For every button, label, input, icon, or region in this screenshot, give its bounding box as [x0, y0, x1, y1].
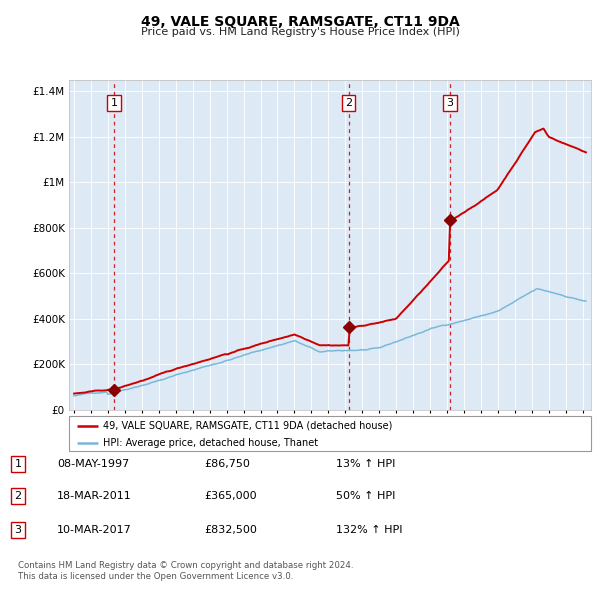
Text: £86,750: £86,750 — [204, 459, 250, 468]
Text: 1: 1 — [14, 459, 22, 468]
Text: £832,500: £832,500 — [204, 525, 257, 535]
Text: Contains HM Land Registry data © Crown copyright and database right 2024.
This d: Contains HM Land Registry data © Crown c… — [18, 560, 353, 581]
Text: 49, VALE SQUARE, RAMSGATE, CT11 9DA: 49, VALE SQUARE, RAMSGATE, CT11 9DA — [140, 15, 460, 30]
Text: 2: 2 — [345, 98, 352, 108]
Text: 08-MAY-1997: 08-MAY-1997 — [57, 459, 129, 468]
Text: 49, VALE SQUARE, RAMSGATE, CT11 9DA (detached house): 49, VALE SQUARE, RAMSGATE, CT11 9DA (det… — [103, 421, 392, 431]
Text: 10-MAR-2017: 10-MAR-2017 — [57, 525, 132, 535]
Text: 1: 1 — [110, 98, 118, 108]
Text: 13% ↑ HPI: 13% ↑ HPI — [336, 459, 395, 468]
Text: 18-MAR-2011: 18-MAR-2011 — [57, 491, 132, 501]
Text: 3: 3 — [14, 525, 22, 535]
Text: £365,000: £365,000 — [204, 491, 257, 501]
Text: HPI: Average price, detached house, Thanet: HPI: Average price, detached house, Than… — [103, 438, 318, 447]
FancyBboxPatch shape — [69, 416, 591, 451]
Text: Price paid vs. HM Land Registry's House Price Index (HPI): Price paid vs. HM Land Registry's House … — [140, 27, 460, 37]
Text: 3: 3 — [446, 98, 454, 108]
Text: 50% ↑ HPI: 50% ↑ HPI — [336, 491, 395, 501]
Text: 132% ↑ HPI: 132% ↑ HPI — [336, 525, 403, 535]
Text: 2: 2 — [14, 491, 22, 501]
